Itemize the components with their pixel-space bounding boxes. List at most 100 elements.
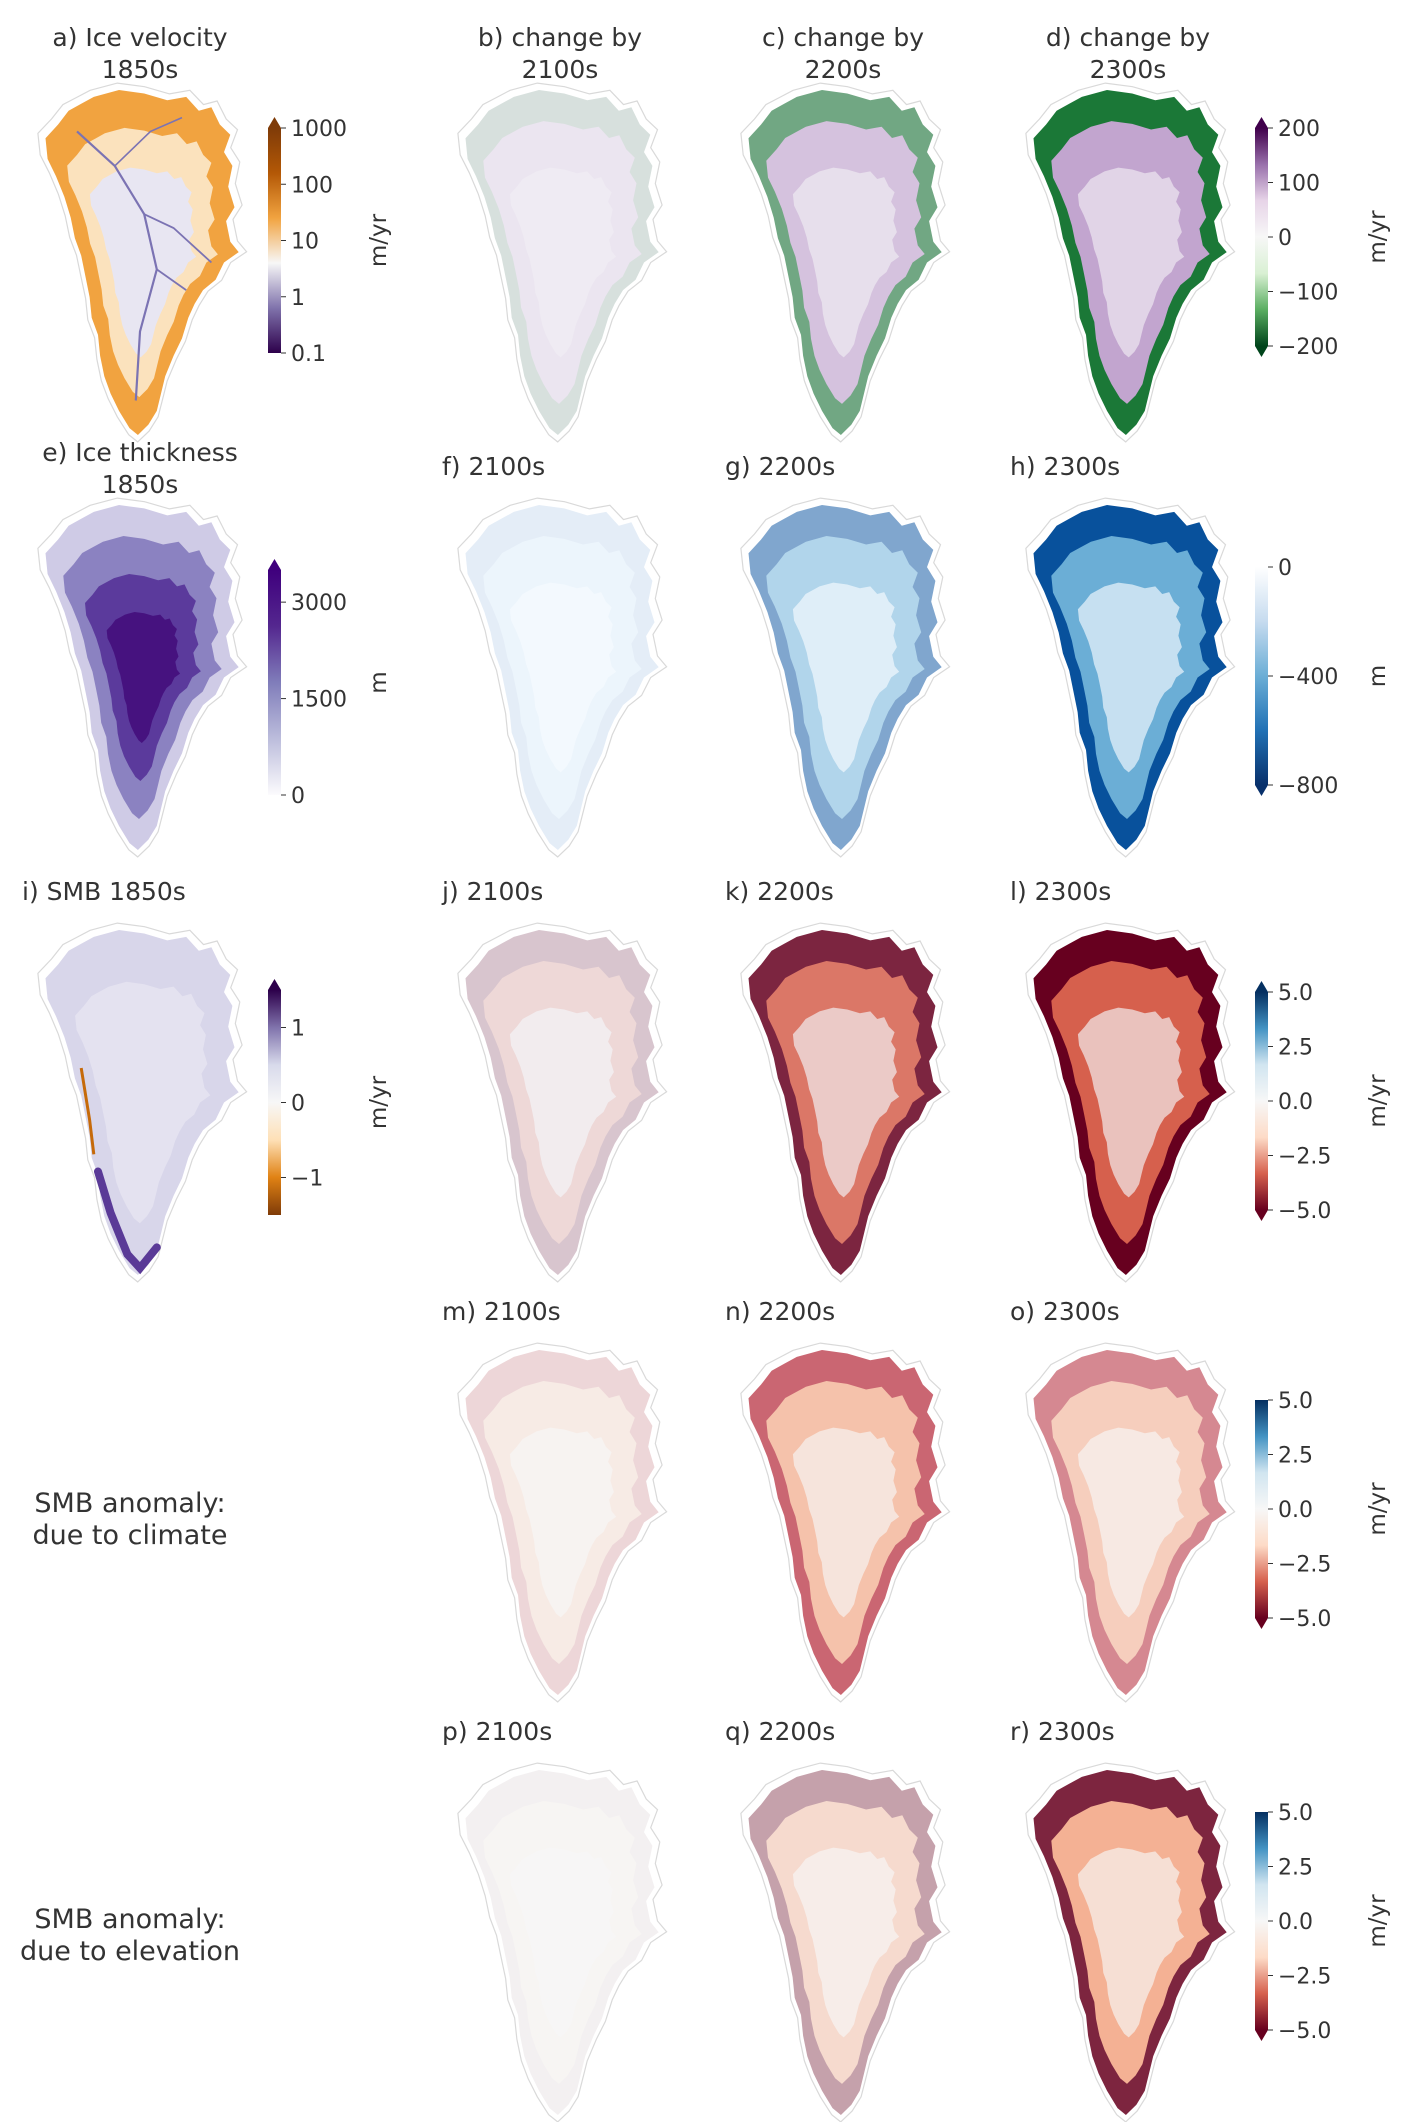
panel-title-l: l) 2300s [1010, 877, 1111, 906]
ice-core-b [509, 167, 617, 358]
colorbar-velocity-tick-label: 0.1 [291, 342, 326, 367]
panel-title-e: e) Ice thickness 1850s [42, 438, 238, 499]
colorbar-velocity-label: m/yr [366, 213, 392, 267]
panel-titles: a) Ice velocity 1850s b) change by 2100s c) … [22, 23, 1210, 1746]
ice-dome-e [106, 612, 181, 743]
colorbar-smb_change-tick-label: 2.5 [1278, 1036, 1313, 1061]
row-label-elevation: SMB anomaly: due to elevation [20, 1904, 240, 1967]
coastline-c [740, 82, 951, 443]
colorbar-smb_elev-label: m/yr [1365, 1894, 1391, 1948]
colorbar-smb_change-extend-min [1255, 1210, 1268, 1221]
colorbar-smb_change: −5.0 −2.5 0.0 2.5 5.0 m/yr [1255, 981, 1391, 1224]
ablation-west-i [79, 1067, 96, 1155]
colorbar-thickness_change-label: m [1365, 665, 1391, 687]
colorbar-velocity-bar [268, 128, 281, 353]
ice-core-d [1077, 167, 1185, 358]
panel-title-m: m) 2100s [442, 1297, 561, 1326]
high-accumulation-se-i [94, 1167, 161, 1275]
map-e [37, 497, 248, 858]
map-p [457, 1762, 668, 2122]
ice-stream-e-a [156, 268, 187, 291]
colorbar-smb_climate-extend-min [1255, 1618, 1268, 1629]
colorbar-smb_change-tick-label: 5.0 [1278, 981, 1313, 1006]
coastline-k [740, 922, 951, 1283]
map-panels [37, 82, 1236, 2122]
map-i [37, 922, 248, 1283]
colorbar-smb_elev-extend-min [1255, 2030, 1268, 2041]
map-d [1025, 82, 1236, 443]
coastline-m [457, 1342, 668, 1703]
map-k [740, 922, 951, 1283]
coastline-r [1025, 1762, 1236, 2122]
colorbar-smb_elev-bar [1255, 1812, 1268, 2030]
ice-core-m [509, 1427, 617, 1618]
colorbar-velocity-extend-max [268, 117, 281, 128]
panel-title-q: q) 2200s [725, 1717, 835, 1746]
colorbar-smb_change-extend-max [1255, 981, 1268, 992]
panel-title-p: p) 2100s [442, 1717, 552, 1746]
row-labels: SMB anomaly: due to climate SMB anomaly: du… [20, 1488, 240, 1967]
ice-core-k [792, 1007, 900, 1198]
coastline-b [457, 82, 668, 443]
panel-title-n: n) 2200s [725, 1297, 835, 1326]
colorbar-smb-label: m/yr [366, 1075, 392, 1129]
coastline-q [740, 1762, 951, 2122]
colorbar-smb-tick-label: 1 [291, 1017, 305, 1042]
colorbar-thickness-extend-max [268, 559, 281, 570]
ice-core-h [1077, 582, 1185, 773]
row-label-climate: SMB anomaly: due to climate [32, 1488, 227, 1551]
colorbar-smb_climate-label: m/yr [1365, 1482, 1391, 1536]
map-f [457, 497, 668, 858]
colorbar-velocity_change-extend-max [1255, 117, 1268, 128]
colorbar-velocity: 0.1 1 10 100 1000 m/yr [268, 117, 392, 367]
colorbar-smb_climate-tick-label: −2.5 [1278, 1553, 1331, 1578]
panel-title-b: b) change by 2100s [478, 23, 642, 84]
map-o [1025, 1342, 1236, 1703]
ice-stream-ne-a [143, 213, 213, 264]
colorbar-velocity_change-extend-min [1255, 346, 1268, 357]
colorbar-thickness_change-tick-label: −400 [1278, 665, 1338, 690]
colorbar-smb_climate-tick-label: 0.0 [1278, 1498, 1313, 1523]
colorbar-velocity-tick-label: 1000 [291, 117, 347, 142]
colorbar-velocity_change-bar [1255, 128, 1268, 346]
coastline-a [37, 82, 248, 443]
ice-core-o [1077, 1427, 1185, 1618]
coastline-n [740, 1342, 951, 1703]
colorbar-smb: −1 0 1 m/yr [268, 979, 392, 1215]
colorbar-smb_elev: −5.0 −2.5 0.0 2.5 5.0 m/yr [1255, 1801, 1391, 2044]
colorbar-thickness-tick-label: 0 [291, 784, 305, 809]
ice-core-r [1077, 1847, 1185, 2038]
colorbar-velocity_change-tick-label: −100 [1278, 281, 1338, 306]
map-b [457, 82, 668, 443]
ice-core-c [792, 167, 900, 358]
coastline-p [457, 1762, 668, 2122]
colorbar-smb_change-bar [1255, 992, 1268, 1210]
colorbar-smb-tick-label: 0 [291, 1092, 305, 1117]
colorbar-velocity_change-label: m/yr [1365, 210, 1391, 264]
colorbar-smb_climate-tick-label: 2.5 [1278, 1444, 1313, 1469]
map-a [37, 82, 248, 443]
panel-title-j: j) 2100s [441, 877, 543, 906]
colorbar-smb-bar [268, 990, 281, 1215]
map-c [740, 82, 951, 443]
coastline-o [1025, 1342, 1236, 1703]
panel-title-i: i) SMB 1850s [22, 877, 186, 906]
colorbar-thickness_change-tick-label: −800 [1278, 774, 1338, 799]
colorbar-thickness_change-bar [1255, 567, 1268, 785]
colorbar-smb_change-label: m/yr [1365, 1074, 1391, 1128]
map-l [1025, 922, 1236, 1283]
ice-interior-i [75, 981, 211, 1224]
ice-core-f [509, 582, 617, 773]
colorbar-velocity-tick-label: 100 [291, 173, 333, 198]
coastline-i [37, 922, 248, 1283]
colorbar-smb_elev-tick-label: 0.0 [1278, 1910, 1313, 1935]
coastline-g [740, 497, 951, 858]
map-q [740, 1762, 951, 2122]
colorbar-thickness-tick-label: 1500 [291, 688, 347, 713]
map-g [740, 497, 951, 858]
colorbar-thickness_change-tick-label: 0 [1278, 556, 1292, 581]
colorbar-velocity-tick-label: 10 [291, 230, 319, 255]
colorbar-thickness-label: m [366, 671, 392, 693]
colorbar-thickness: 0 1500 3000 m [268, 559, 392, 809]
